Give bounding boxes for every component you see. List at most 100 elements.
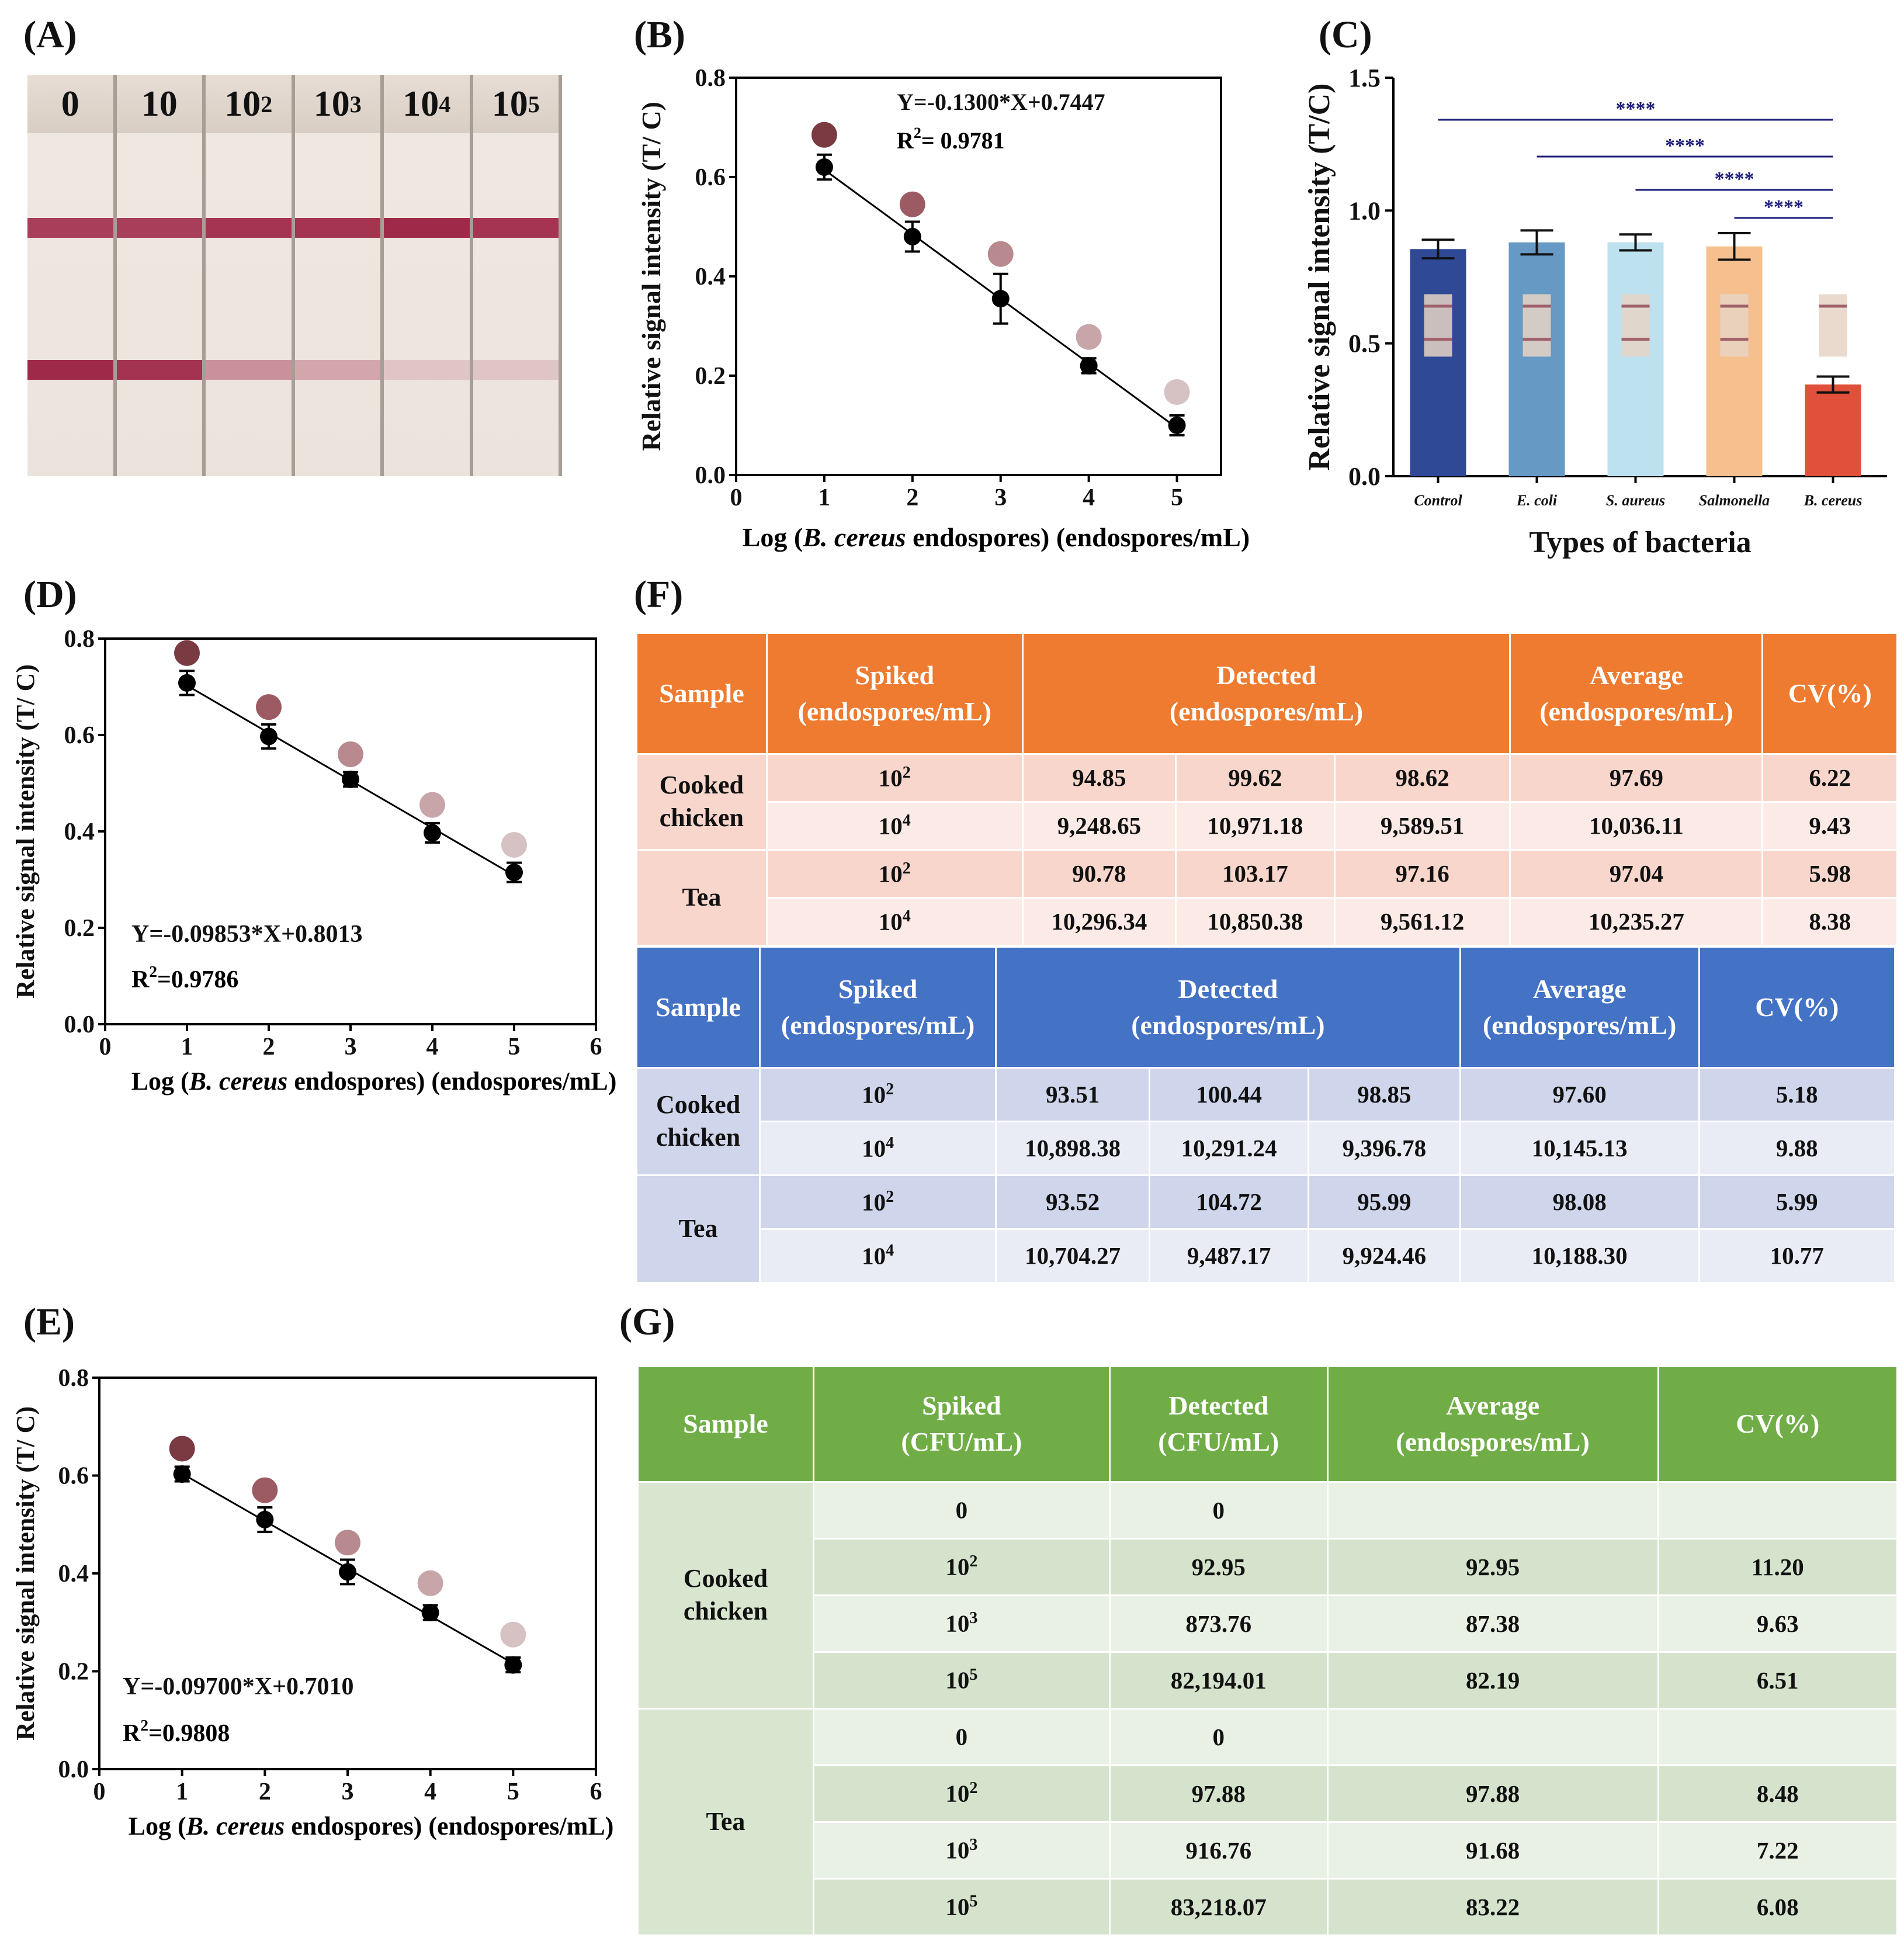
table-row: Tea 102 90.78 103.17 97.16 97.04 5.98: [636, 850, 1896, 947]
sample-name-line1: Tea: [682, 883, 722, 911]
table-g-green: Sample Spiked (CFU/mL) Detected (CFU/mL) Aver…: [637, 1367, 1896, 1936]
x-tick-label: 3: [342, 1778, 354, 1805]
table-row: 104 10,296.34 10,850.38 9,561.12 10,235.27 8.…: [637, 897, 1896, 947]
strip-thumbnail: [1424, 294, 1452, 357]
header-spiked: Spiked (endospores/mL): [759, 948, 996, 1069]
header-spiked-unit: (endospores/mL): [797, 696, 991, 726]
r-squared: R2=0.9786: [131, 963, 238, 993]
x-tick-label: 0: [730, 484, 743, 511]
colored-signal-point: [335, 1530, 360, 1556]
cv-value: 11.20: [1657, 1538, 1896, 1596]
data-point: [815, 158, 833, 176]
header-detected-unit: (endospores/mL): [1131, 1010, 1325, 1040]
average-value: 10,188.30: [1459, 1229, 1700, 1284]
detected-value-3: 9,561.12: [1333, 897, 1510, 947]
strip-label-base: 0: [61, 84, 79, 124]
colored-signal-point: [419, 792, 445, 818]
table-row: 102 97.88 97.88 8.48: [638, 1765, 1896, 1823]
strip-label-base: 10: [313, 84, 350, 124]
spiked-base: 10: [945, 1893, 970, 1920]
panel-label-c: (C): [1319, 13, 1372, 56]
x-tick-label: B. cereus: [1804, 492, 1863, 509]
header-sample: Sample: [636, 634, 767, 755]
header-row: Sample Spiked (endospores/mL) Detected (endo…: [636, 634, 1896, 755]
detected-value: 916.76: [1108, 1822, 1328, 1880]
cv-value: [1657, 1482, 1896, 1540]
y-axis-label: Relative signal intensity (T/ C): [637, 102, 666, 451]
x-axis-label-species: B. cereus: [186, 1812, 285, 1840]
x-axis-label: Log (B. cereus endospores) (endospores/m…: [131, 1067, 617, 1095]
table-row: 103 873.76 87.38 9.63: [638, 1595, 1896, 1653]
r-squared-base: R: [123, 1720, 141, 1747]
header-row: Sample Spiked (endospores/mL) Detected (endo…: [635, 948, 1894, 1069]
average-value: 97.60: [1459, 1067, 1700, 1122]
spiked-exponent: 5: [969, 1892, 978, 1911]
y-tick-label: 0.4: [64, 819, 95, 845]
spiked-base: 10: [862, 1242, 886, 1270]
header-spiked-title: Spiked: [838, 973, 918, 1004]
header-detected-title: Detected: [1178, 973, 1278, 1004]
data-point: [991, 290, 1010, 308]
strip-label-base: 10: [491, 84, 528, 124]
data-point: [178, 674, 196, 692]
average-value: 87.38: [1326, 1595, 1659, 1653]
spiked-exponent: 4: [886, 1241, 894, 1260]
table-row: Cooked chicken 102 93.51 100.44 98.85 97.60 5.1…: [635, 1067, 1894, 1176]
cv-value: 5.98: [1761, 850, 1896, 899]
cv-value: 6.51: [1657, 1652, 1896, 1710]
detected-value-3: 98.62: [1333, 754, 1510, 803]
y-tick-label: 0.2: [58, 1659, 89, 1686]
x-axis-label-start: Log (: [129, 1812, 186, 1840]
sample-name-line1: Cooked: [683, 1564, 768, 1593]
y-tick-label: 0.0: [695, 462, 726, 489]
header-average-unit: (endospores/mL): [1396, 1427, 1590, 1457]
detected-value-2: 10,291.24: [1149, 1121, 1309, 1176]
test-strip: 10 2: [206, 75, 295, 476]
spiked-base: 10: [878, 908, 903, 935]
sample-name-line1: Cooked: [659, 771, 744, 799]
test-line: [294, 360, 380, 380]
panel-label-b: (B): [634, 13, 685, 56]
data-point: [1168, 417, 1186, 434]
significance-stars: ****: [1665, 135, 1705, 157]
spiked-exponent: 2: [902, 859, 911, 878]
y-tick-label: 0.8: [58, 1365, 89, 1392]
detected-value: 0: [1108, 1708, 1328, 1766]
spiked-exponent: 4: [886, 1133, 894, 1152]
x-tick-label: 5: [508, 1034, 521, 1060]
header-average-title: Average: [1532, 973, 1626, 1004]
x-tick-label: 3: [994, 484, 1007, 511]
data-point: [424, 824, 441, 842]
detected-value-1: 93.52: [995, 1175, 1150, 1230]
data-point: [505, 864, 523, 882]
cv-value: [1657, 1708, 1896, 1766]
header-sample: Sample: [637, 1367, 814, 1483]
detected-value-1: 10,296.34: [1021, 897, 1176, 947]
spiked-base: 10: [878, 812, 903, 840]
header-detected: Detected (endospores/mL): [995, 948, 1461, 1069]
colored-signal-point: [417, 1570, 443, 1596]
average-value: 10,235.27: [1509, 897, 1763, 947]
detected-value-1: 10,898.38: [995, 1121, 1150, 1176]
colored-signal-point: [987, 241, 1014, 267]
r-squared: R2=0.9808: [123, 1717, 230, 1747]
detected-value: 873.76: [1108, 1595, 1328, 1653]
table-row: 105 83,218.07 83.22 6.08: [638, 1878, 1896, 1936]
header-cv: CV(%): [1698, 948, 1894, 1069]
detected-value-3: 9,589.51: [1333, 802, 1510, 851]
cv-value: 10.77: [1698, 1229, 1894, 1284]
test-line: [473, 360, 559, 380]
colored-signal-point: [174, 640, 200, 666]
sample-name: Cooked chicken: [637, 1482, 814, 1710]
fit-equation: Y=-0.09700*X+0.7010: [123, 1673, 354, 1700]
y-axis-label: Relative signal intensity (T/ C): [12, 664, 40, 998]
data-point: [421, 1604, 439, 1621]
spiked-value: 102: [765, 754, 1023, 803]
strip-thumbnail: [1720, 294, 1749, 357]
header-sample-title: Sample: [683, 1409, 768, 1439]
header-cv-title: CV(%): [1788, 678, 1872, 708]
spiked-value: 104: [759, 1229, 996, 1284]
strip-label-exponent: 2: [261, 91, 273, 117]
bar: [1410, 249, 1466, 476]
colored-signal-point: [501, 832, 527, 858]
